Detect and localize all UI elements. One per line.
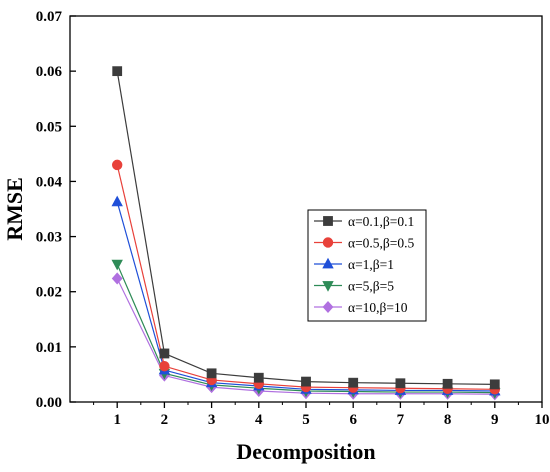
y-tick-label: 0.01 — [36, 340, 62, 356]
series-line — [116, 71, 495, 385]
y-axis-ticks: 0.00 0.01 0.02 0.03 0.04 0.05 0.06 0.07 — [36, 9, 76, 411]
x-tick-label: 1 — [113, 412, 121, 428]
data-point — [348, 377, 359, 388]
x-tick-label: 5 — [302, 412, 310, 428]
x-tick-label: 6 — [349, 412, 357, 428]
y-tick-label: 0.07 — [36, 9, 63, 25]
legend-item: α=0.5,β=0.5 — [314, 236, 415, 251]
legend-label: α=1,β=1 — [348, 257, 394, 272]
series-line — [116, 263, 495, 394]
x-tick-label: 9 — [491, 412, 499, 428]
legend-item: α=1,β=1 — [314, 257, 394, 272]
legend: α=0.1,β=0.1 α=0.5,β=0.5 α=1,β=1 α=5,β=5 α=10… — [307, 209, 427, 322]
x-tick-label: 4 — [255, 412, 263, 428]
legend-item: α=0.1,β=0.1 — [314, 214, 414, 229]
y-tick-label: 0.00 — [36, 395, 62, 411]
series-triangle-up — [111, 195, 501, 396]
legend-item: α=5,β=5 — [314, 279, 394, 294]
x-axis-ticks: 1 2 3 4 5 6 7 8 9 10 — [93, 402, 550, 428]
data-point — [159, 348, 170, 359]
data-point — [301, 376, 311, 387]
legend-label: α=0.1,β=0.1 — [348, 214, 414, 229]
data-point — [111, 159, 123, 171]
y-tick-label: 0.04 — [36, 174, 63, 190]
series-square — [112, 66, 500, 390]
data-point — [111, 259, 123, 271]
data-point — [253, 372, 264, 383]
data-point — [489, 379, 500, 390]
legend-label: α=5,β=5 — [348, 279, 394, 294]
series-line — [116, 164, 495, 390]
legend-marker — [322, 257, 334, 269]
legend-marker — [323, 216, 333, 226]
legend-item: α=10,β=10 — [314, 300, 408, 315]
legend-label: α=10,β=10 — [348, 300, 408, 315]
x-tick-label: 8 — [444, 412, 452, 428]
y-tick-label: 0.06 — [36, 64, 63, 80]
series-circle — [111, 159, 500, 395]
data-point — [111, 272, 123, 285]
legend-label: α=0.5,β=0.5 — [348, 236, 415, 251]
x-tick-label: 2 — [161, 412, 169, 428]
y-axis-title: RMSE — [2, 177, 27, 241]
data-point — [112, 66, 123, 77]
data-point — [111, 195, 123, 207]
x-axis-title: Decomposition — [236, 439, 375, 464]
y-tick-label: 0.05 — [36, 119, 62, 135]
series-line — [116, 201, 495, 392]
x-tick-label: 10 — [535, 412, 550, 428]
x-tick-label: 3 — [208, 412, 216, 428]
legend-marker — [322, 300, 334, 314]
legend-marker — [322, 281, 334, 292]
y-tick-label: 0.02 — [36, 285, 62, 301]
data-point — [442, 378, 453, 389]
x-tick-label: 7 — [397, 412, 405, 428]
series-layer — [111, 66, 501, 401]
data-point — [159, 360, 170, 372]
y-tick-label: 0.03 — [36, 230, 62, 246]
data-point — [395, 378, 406, 389]
data-point — [206, 368, 217, 379]
legend-marker — [322, 237, 334, 248]
